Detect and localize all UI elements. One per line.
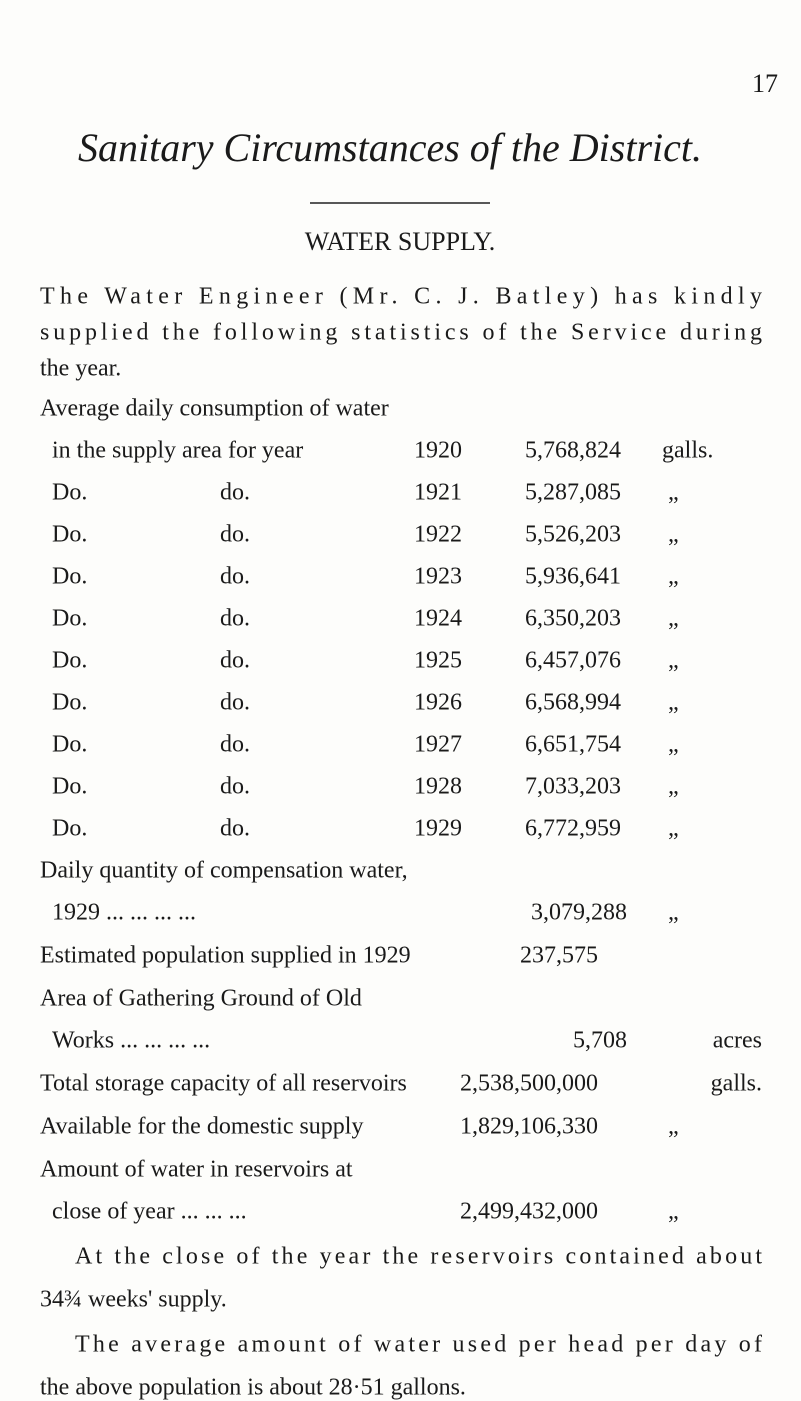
heading: WATER SUPPLY. — [305, 227, 496, 256]
row-value: 5,526,203 — [525, 522, 621, 548]
title: Sanitary Circumstances of the District. — [78, 125, 702, 170]
row-col2: do. — [220, 564, 250, 590]
row-col2: do. — [220, 816, 250, 842]
item-unit: „ — [668, 1199, 679, 1225]
row-col1: Do. — [52, 606, 87, 632]
item-line: 1929 ... ... ... ... — [52, 900, 196, 926]
item-value: 2,499,432,000 — [460, 1199, 598, 1225]
row-col1: Do. — [52, 732, 87, 758]
row-unit: „ — [668, 522, 679, 548]
item-line: Works ... ... ... ... — [52, 1028, 210, 1054]
closing-line: At the close of the year the reservoirs … — [75, 1244, 762, 1270]
row-year: 1921 — [414, 480, 462, 506]
intro-line: The Water Engineer (Mr. C. J. Batley) ha… — [40, 284, 762, 310]
row-year: 1923 — [414, 564, 462, 590]
item-line: close of year ... ... ... — [52, 1199, 247, 1225]
consumption-label: Average daily consumption of water — [40, 396, 389, 422]
item-value: 2,538,500,000 — [460, 1071, 598, 1097]
row-value: 6,350,203 — [525, 606, 621, 632]
item-line: Amount of water in reservoirs at — [40, 1157, 353, 1183]
item-value: 3,079,288 — [531, 900, 627, 926]
row-col1: Do. — [52, 690, 87, 716]
row-col1: Do. — [52, 522, 87, 548]
row-year: 1929 — [414, 816, 462, 842]
row-year: 1924 — [414, 606, 462, 632]
row-unit: galls. — [662, 438, 713, 464]
row-unit: „ — [668, 648, 679, 674]
item-line: Estimated population supplied in 1929 — [40, 943, 411, 969]
row-value: 5,287,085 — [525, 480, 621, 506]
row-year: 1920 — [414, 438, 462, 464]
row-value: 5,936,641 — [525, 564, 621, 590]
row-value: 7,033,203 — [525, 774, 621, 800]
row-year: 1922 — [414, 522, 462, 548]
row-unit: „ — [668, 564, 679, 590]
intro-line: supplied the following statistics of the… — [40, 320, 762, 346]
item-line: Area of Gathering Ground of Old — [40, 986, 362, 1012]
item-value: 1,829,106,330 — [460, 1114, 598, 1140]
item-unit: „ — [668, 1114, 679, 1140]
row-col2: do. — [220, 648, 250, 674]
item-value: 237,575 — [520, 943, 598, 969]
row-col2: do. — [220, 606, 250, 632]
row-col2: do. — [220, 732, 250, 758]
row-value: 6,568,994 — [525, 690, 621, 716]
item-unit: acres — [713, 1028, 762, 1054]
closing-line: the above population is about 28·51 gall… — [40, 1375, 466, 1401]
row-unit: „ — [668, 480, 679, 506]
row-col1: Do. — [52, 564, 87, 590]
item-line: Daily quantity of compensation water, — [40, 858, 408, 884]
row-unit: „ — [668, 606, 679, 632]
row-unit: „ — [668, 816, 679, 842]
item-line: Total storage capacity of all reservoirs — [40, 1071, 407, 1097]
row-col1: Do. — [52, 648, 87, 674]
closing-line: The average amount of water used per hea… — [75, 1332, 762, 1358]
row-label: in the supply area for year — [52, 438, 303, 464]
item-unit: „ — [668, 900, 679, 926]
row-unit: „ — [668, 732, 679, 758]
row-value: 6,651,754 — [525, 732, 621, 758]
row-year: 1927 — [414, 732, 462, 758]
row-col1: Do. — [52, 816, 87, 842]
row-col1: Do. — [52, 774, 87, 800]
page-number: 17 — [752, 69, 778, 98]
intro-line: the year. — [40, 356, 121, 382]
row-col1: Do. — [52, 480, 87, 506]
closing-line: 34¾ weeks' supply. — [40, 1287, 227, 1313]
item-line: Available for the domestic supply — [40, 1114, 363, 1140]
row-value: 6,457,076 — [525, 648, 621, 674]
row-value: 6,772,959 — [525, 816, 621, 842]
item-value: 5,708 — [573, 1028, 627, 1054]
row-year: 1926 — [414, 690, 462, 716]
row-unit: „ — [668, 774, 679, 800]
row-value: 5,768,824 — [525, 438, 621, 464]
row-year: 1928 — [414, 774, 462, 800]
row-col2: do. — [220, 480, 250, 506]
item-unit: galls. — [711, 1071, 762, 1097]
row-col2: do. — [220, 774, 250, 800]
row-unit: „ — [668, 690, 679, 716]
row-col2: do. — [220, 522, 250, 548]
row-col2: do. — [220, 690, 250, 716]
row-year: 1925 — [414, 648, 462, 674]
